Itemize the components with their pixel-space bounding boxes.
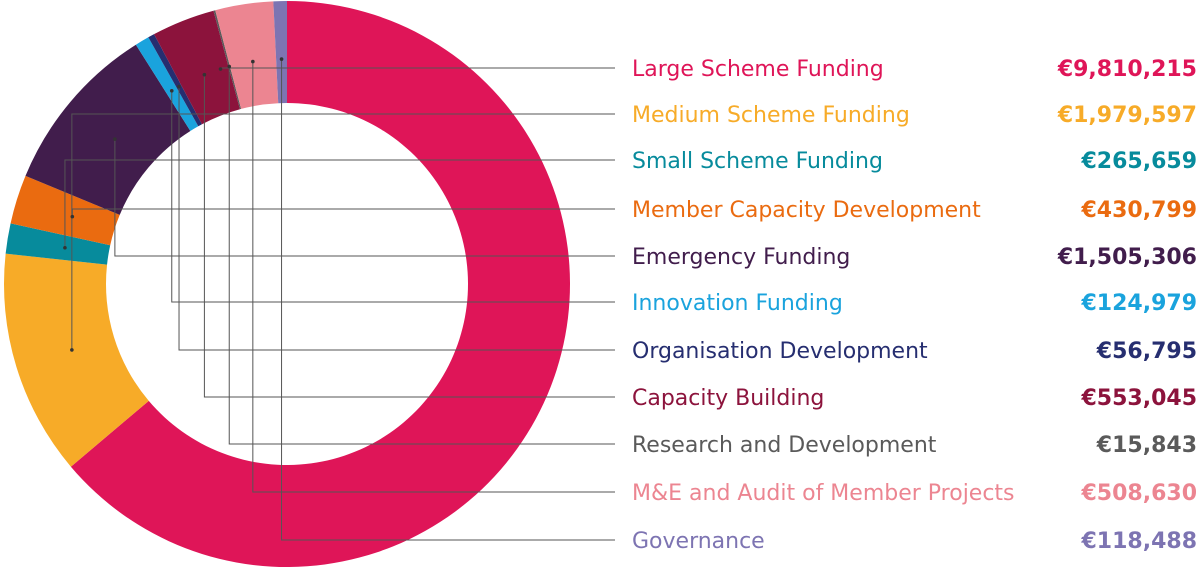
- leader-dot-mande-and-audit-of-member-projects: [251, 59, 255, 64]
- value-label-member-capacity-development: €430,799: [1080, 198, 1197, 223]
- leader-dot-research-and-development: [227, 64, 232, 69]
- value-label-capacity-building: €553,045: [1080, 386, 1197, 411]
- legend-label-large-scheme-funding: Large Scheme Funding: [632, 57, 884, 82]
- leader-dot-member-capacity-development: [70, 214, 75, 219]
- legend-labels: Large Scheme Funding €9,810,215 Medium Sch…: [632, 57, 1197, 554]
- donut-slices: [3, 1, 570, 568]
- legend-label-emergency-funding: Emergency Funding: [632, 245, 850, 270]
- legend-label-governance: Governance: [632, 529, 765, 554]
- legend-label-mande-and-audit-of-member-projects: M&E and Audit of Member Projects: [632, 481, 1015, 506]
- leader-line-capacity-building: [203, 74, 615, 398]
- legend-label-member-capacity-development: Member Capacity Development: [632, 198, 981, 223]
- slice-emergency-funding: [25, 44, 191, 215]
- slice-large-scheme-funding: [70, 1, 570, 568]
- legend-label-innovation-funding: Innovation Funding: [632, 291, 843, 316]
- leader-dot-emergency-funding: [113, 137, 117, 141]
- slice-small-scheme-funding: [5, 223, 111, 265]
- slice-capacity-building: [154, 10, 240, 125]
- leader-dot-capacity-building: [202, 72, 207, 77]
- leader-dot-small-scheme-funding: [63, 245, 67, 250]
- leader-lines: [63, 57, 615, 541]
- leader-dot-large-scheme-funding: [218, 67, 223, 71]
- legend-label-capacity-building: Capacity Building: [632, 386, 824, 411]
- leader-line-member-capacity-development: [71, 208, 615, 217]
- leader-dot-organisation-development: [177, 84, 181, 89]
- leader-line-small-scheme-funding: [64, 159, 615, 248]
- leader-line-research-and-development: [228, 66, 615, 445]
- leader-line-mande-and-audit-of-member-projects: [252, 61, 615, 493]
- slice-innovation-funding: [135, 37, 199, 131]
- value-label-mande-and-audit-of-member-projects: €508,630: [1080, 481, 1197, 506]
- legend-label-medium-scheme-funding: Medium Scheme Funding: [632, 103, 910, 128]
- leader-line-innovation-funding: [171, 90, 615, 303]
- value-label-medium-scheme-funding: €1,979,597: [1057, 103, 1197, 128]
- value-label-research-and-development: €15,843: [1096, 433, 1197, 458]
- slice-organisation-development: [148, 34, 202, 127]
- value-label-emergency-funding: €1,505,306: [1057, 245, 1197, 270]
- value-label-innovation-funding: €124,979: [1080, 291, 1197, 316]
- leader-line-medium-scheme-funding: [71, 113, 615, 350]
- value-label-governance: €118,488: [1080, 529, 1197, 554]
- slice-research-and-development: [213, 10, 242, 110]
- value-label-organisation-development: €56,795: [1096, 339, 1197, 364]
- value-label-small-scheme-funding: €265,659: [1080, 149, 1197, 174]
- legend-label-organisation-development: Organisation Development: [632, 339, 928, 364]
- leader-line-emergency-funding: [114, 139, 615, 257]
- leader-dot-innovation-funding: [169, 88, 174, 93]
- leader-line-governance: [281, 59, 615, 541]
- value-label-large-scheme-funding: €9,810,215: [1057, 57, 1197, 82]
- slice-medium-scheme-funding: [3, 253, 149, 467]
- leader-line-organisation-development: [178, 86, 615, 351]
- slice-mande-and-audit-of-member-projects: [215, 1, 279, 109]
- leader-dot-medium-scheme-funding: [70, 348, 74, 352]
- legend-label-research-and-development: Research and Development: [632, 433, 937, 458]
- legend-label-small-scheme-funding: Small Scheme Funding: [632, 149, 883, 174]
- leader-dot-governance: [279, 57, 284, 61]
- slice-governance: [273, 1, 287, 104]
